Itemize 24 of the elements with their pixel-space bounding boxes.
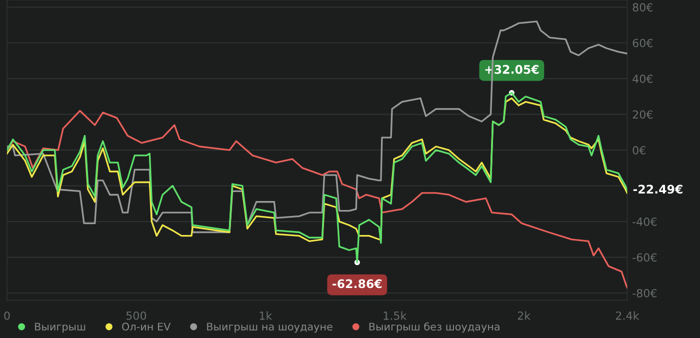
annotation: -22.49€ — [633, 184, 682, 194]
y-tick-label: -80€ — [632, 288, 657, 298]
x-tick-label: 0 — [4, 311, 10, 320]
y-tick-label: 60€ — [632, 38, 653, 48]
y-tick-label: 40€ — [632, 74, 653, 83]
y-tick-label: 0€ — [632, 146, 646, 154]
x-tick-label: 500 — [126, 311, 146, 320]
x-tick-label: 2.4k — [616, 311, 640, 320]
annotation: -62.86€ — [332, 279, 382, 288]
x-tick-label: 1.5k — [384, 311, 407, 320]
y-tick-label: -60€ — [632, 253, 657, 262]
line-series — [7, 20, 628, 234]
x-tick-label: 2k — [518, 311, 531, 320]
y-tick-label: -40€ — [632, 218, 657, 226]
line-series — [7, 110, 628, 288]
legend-label: Выигрыш — [35, 322, 86, 333]
annotation: +32.05€ — [485, 64, 539, 74]
legend-label: Выигрыш на шоудауне — [207, 322, 332, 333]
line-series — [7, 97, 628, 242]
x-tick-label: 1k — [260, 311, 272, 320]
y-tick-label: 20€ — [632, 110, 653, 119]
y-tick-label: 80€ — [632, 3, 653, 12]
legend-label: Выигрыш без шоудауна — [369, 322, 500, 333]
legend-label: Ол-ин EV — [122, 322, 171, 331]
